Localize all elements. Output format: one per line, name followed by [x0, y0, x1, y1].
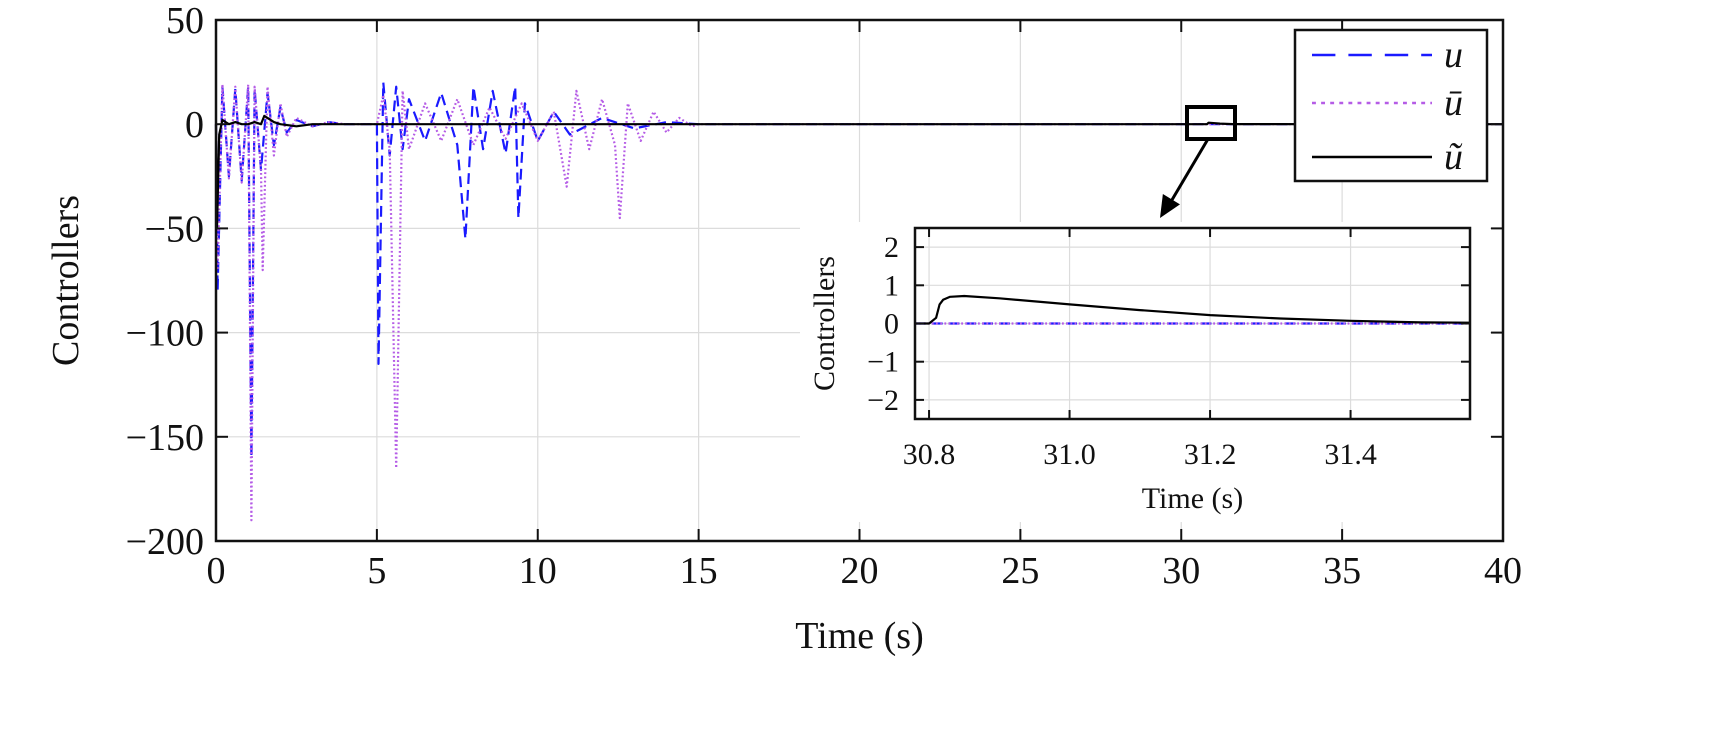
inset-x-tick-label: 31.2	[1184, 438, 1237, 471]
main-x-tick-label: 10	[519, 550, 557, 592]
inset-y-tick-label: −2	[867, 384, 899, 417]
inset-y-tick-label: 0	[884, 308, 899, 341]
main-x-tick-label: 15	[680, 550, 718, 592]
main-y-tick-label: −150	[126, 417, 204, 459]
main-x-tick-label: 30	[1162, 550, 1200, 592]
inset-y-tick-label: −1	[867, 346, 899, 379]
inset-background	[800, 222, 1490, 522]
main-x-tick-label: 0	[207, 550, 226, 592]
main-y-tick-label: 0	[185, 104, 204, 146]
legend-items: u ū ũ	[1312, 34, 1463, 178]
main-y-tick-label: 50	[166, 0, 204, 42]
legend: u ū ũ	[1293, 28, 1489, 183]
zoom-region-box	[1185, 105, 1237, 141]
main-x-tick-label: 20	[841, 550, 879, 592]
legend-label: ũ	[1444, 136, 1463, 178]
inset-ticks: 30.8 31.0 31.2 31.4 2 1 0 −1 −2	[867, 228, 1470, 471]
main-y-tick-label: −100	[126, 313, 204, 355]
inset-x-tick-label: 31.0	[1043, 438, 1096, 471]
inset-y-axis-label: Controllers	[808, 256, 841, 391]
main-x-tick-label: 40	[1484, 550, 1522, 592]
inset-x-tick-label: 31.4	[1324, 438, 1377, 471]
legend-label: u	[1444, 34, 1463, 76]
zoom-marker	[1160, 105, 1237, 218]
inset-series	[915, 294, 1471, 325]
main-series	[214, 81, 1503, 522]
main-x-tick-label: 5	[367, 550, 386, 592]
inset-y-tick-label: 1	[884, 269, 899, 302]
inset-series-line-ũ	[915, 294, 1471, 325]
main-series-line-u	[214, 81, 1503, 459]
main-series-line-ū	[214, 83, 1503, 522]
inset-x-tick-label: 30.8	[903, 438, 956, 471]
main-x-tick-label: 35	[1323, 550, 1361, 592]
inset-x-axis-label: Time (s)	[1142, 482, 1243, 515]
zoom-arrowhead	[1160, 194, 1180, 218]
main-y-tick-label: −200	[126, 521, 204, 563]
main-x-axis-label: Time (s)	[795, 615, 923, 657]
main-x-tick-label: 25	[1001, 550, 1039, 592]
main-y-tick-label: −50	[145, 208, 204, 250]
main-y-axis-label: Controllers	[45, 195, 87, 366]
main-series-line-ũ	[214, 114, 1503, 230]
inset-plot: 30.8 31.0 31.2 31.4 2 1 0 −1 −2 Time (s) Control…	[800, 222, 1490, 522]
zoom-arrow	[1164, 138, 1210, 211]
legend-label: ū	[1444, 82, 1463, 124]
inset-y-tick-label: 2	[884, 231, 899, 264]
